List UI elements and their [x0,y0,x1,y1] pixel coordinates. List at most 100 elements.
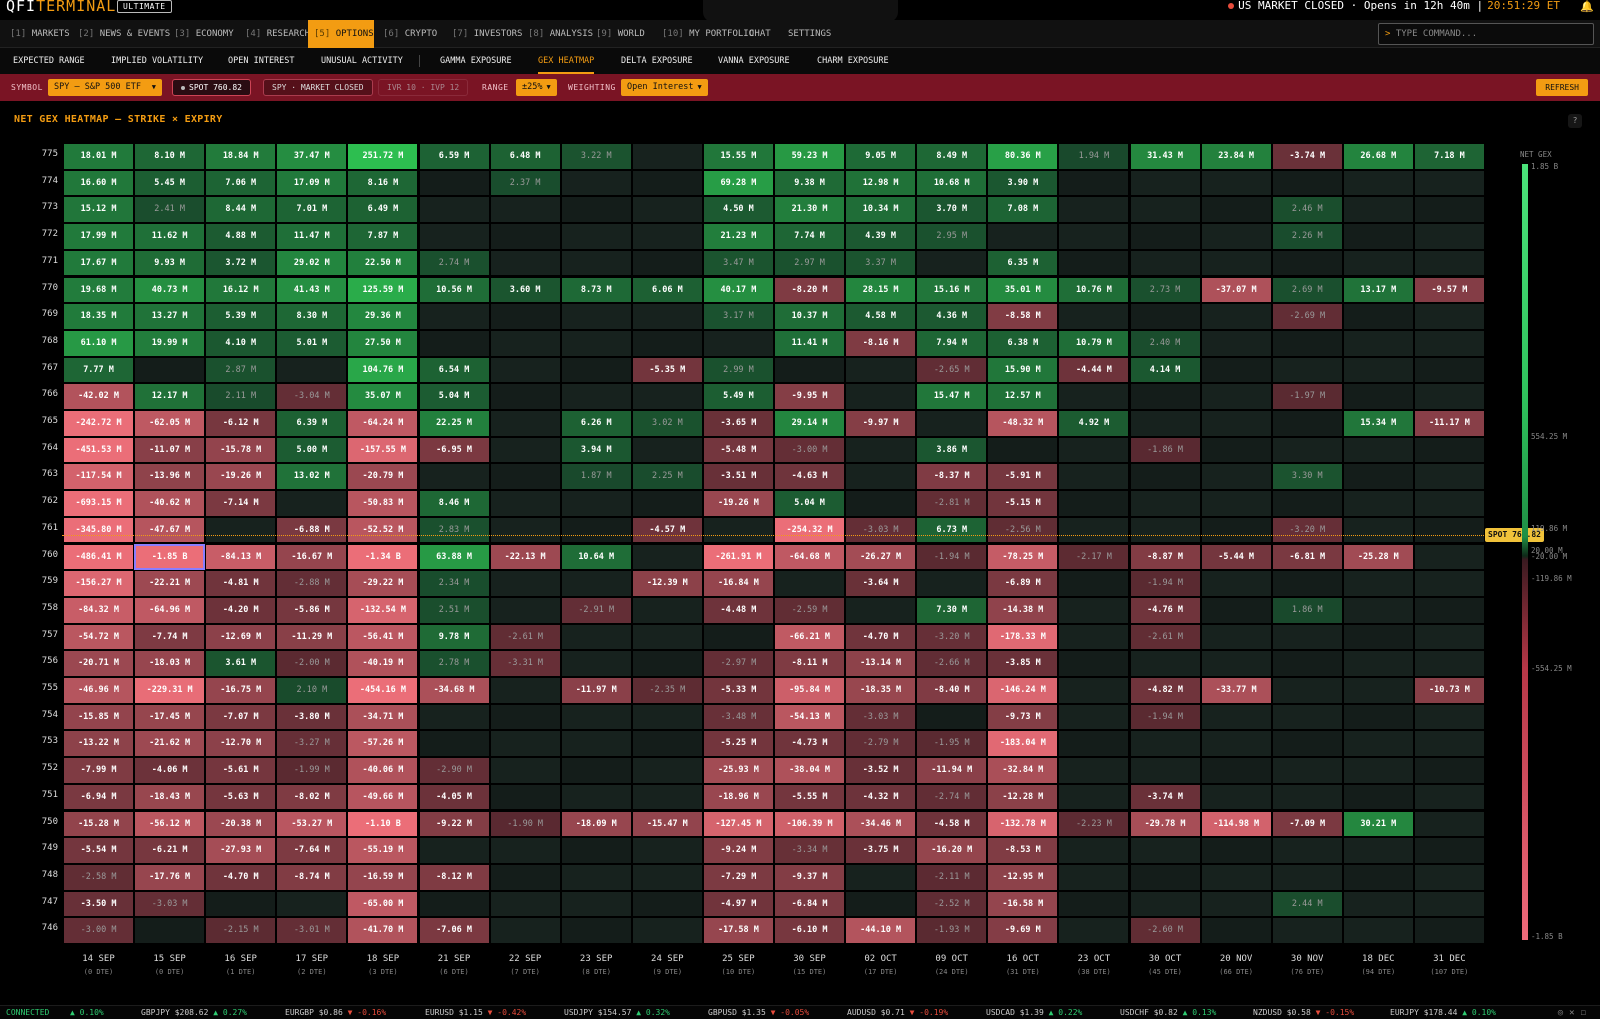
heatmap-cell[interactable] [418,463,490,491]
subtab-vanna-exposure[interactable]: VANNA EXPOSURE [718,56,790,66]
ticker[interactable]: EURUSD $1.15 ▼ -0.42% [425,1006,526,1019]
heatmap-cell[interactable]: -64.24 M [347,410,419,437]
heatmap-cell[interactable]: -16.84 M [702,570,774,597]
heatmap-cell[interactable]: 35.07 M [347,383,419,410]
heatmap-cell[interactable]: 2.26 M [1271,223,1343,250]
heatmap-cell[interactable]: 6.06 M [631,276,703,304]
heatmap-cell[interactable] [702,623,774,651]
heatmap-cell[interactable] [1200,516,1272,544]
heatmap-cell[interactable]: 1.87 M [560,463,632,491]
heatmap-cell[interactable] [987,436,1059,464]
heatmap-cell[interactable] [1342,436,1414,464]
heatmap-cell[interactable]: -9.22 M [418,810,490,838]
heatmap-cell[interactable] [845,436,917,464]
heatmap-cell[interactable]: -4.73 M [774,730,846,758]
heatmap-cell[interactable]: 3.61 M [205,650,277,677]
heatmap-cell[interactable]: 8.10 M [134,143,206,170]
heatmap-cell[interactable] [1271,863,1343,891]
heatmap-cell[interactable] [1271,730,1343,758]
heatmap-cell[interactable]: -4.48 M [702,596,774,624]
heatmap-cell[interactable]: -11.97 M [560,677,632,704]
heatmap-cell[interactable]: -64.96 M [134,596,206,624]
heatmap-cell[interactable] [489,383,561,410]
heatmap-cell[interactable]: -1.97 M [1271,383,1343,410]
heatmap-cell[interactable]: -15.78 M [205,436,277,464]
heatmap-cell[interactable] [1271,329,1343,357]
heatmap-cell[interactable]: -18.96 M [702,783,774,811]
heatmap-cell[interactable]: -37.07 M [1200,276,1272,304]
heatmap-cell[interactable]: -18.43 M [134,783,206,811]
heatmap-cell[interactable]: -3.04 M [276,383,348,410]
heatmap-cell[interactable] [1413,490,1485,517]
heatmap-cell[interactable] [560,570,632,597]
heatmap-cell[interactable]: 3.37 M [845,249,917,277]
heatmap-cell[interactable]: -12.28 M [987,783,1059,811]
heatmap-cell[interactable]: 125.59 M [347,276,419,304]
heatmap-cell[interactable]: -229.31 M [134,677,206,704]
heatmap-cell[interactable]: -32.84 M [987,757,1059,784]
heatmap-cell[interactable]: 3.30 M [1271,463,1343,491]
heatmap-cell[interactable]: 15.47 M [916,383,988,410]
heatmap-cell[interactable]: -84.32 M [63,596,135,624]
heatmap-cell[interactable] [1200,863,1272,891]
refresh-button[interactable]: REFRESH [1536,79,1588,96]
heatmap-cell[interactable]: 4.39 M [845,223,917,250]
heatmap-cell[interactable] [489,356,561,384]
heatmap-cell[interactable]: 2.11 M [205,383,277,410]
heatmap-cell[interactable] [489,703,561,731]
heatmap-cell[interactable] [1129,890,1201,918]
heatmap-cell[interactable] [489,757,561,784]
heatmap-cell[interactable] [1342,703,1414,731]
heatmap-cell[interactable] [1271,677,1343,704]
heatmap-cell[interactable]: -3.00 M [63,917,135,944]
heatmap-cell[interactable] [1129,490,1201,517]
heatmap-cell[interactable]: 12.17 M [134,383,206,410]
heatmap-cell[interactable]: 3.72 M [205,249,277,277]
heatmap-cell[interactable] [1200,490,1272,517]
heatmap-cell[interactable] [631,863,703,891]
heatmap-cell[interactable]: -33.77 M [1200,677,1272,704]
heatmap-cell[interactable] [1129,383,1201,410]
heatmap-cell[interactable]: 35.01 M [987,276,1059,304]
heatmap-cell[interactable]: -5.33 M [702,677,774,704]
heatmap-cell[interactable]: -2.23 M [1058,810,1130,838]
heatmap-cell[interactable] [1200,570,1272,597]
heatmap-cell[interactable]: 2.41 M [134,196,206,224]
heatmap-cell[interactable] [1271,703,1343,731]
heatmap-cell[interactable] [1200,383,1272,410]
heatmap-cell[interactable]: -5.25 M [702,730,774,758]
heatmap-cell[interactable]: -95.84 M [774,677,846,704]
heatmap-cell[interactable]: 23.84 M [1200,143,1272,170]
heatmap-cell[interactable]: -6.21 M [134,837,206,864]
heatmap-cell[interactable]: -5.35 M [631,356,703,384]
heatmap-cell[interactable]: 1.86 M [1271,596,1343,624]
heatmap-cell[interactable]: -19.26 M [702,490,774,517]
subtab-charm-exposure[interactable]: CHARM EXPOSURE [817,56,889,66]
heatmap-cell[interactable] [1129,196,1201,224]
heatmap-cell[interactable]: 18.01 M [63,143,135,170]
heatmap-cell[interactable] [560,863,632,891]
heatmap-cell[interactable]: -18.03 M [134,650,206,677]
heatmap-cell[interactable]: -4.81 M [205,570,277,597]
heatmap-cell[interactable]: 6.59 M [418,143,490,170]
heatmap-cell[interactable] [1200,223,1272,250]
heatmap-cell[interactable]: -2.15 M [205,917,277,944]
heatmap-cell[interactable]: -2.61 M [1129,623,1201,651]
heatmap-cell[interactable]: -84.13 M [205,543,277,571]
heatmap-cell[interactable] [560,356,632,384]
heatmap-cell[interactable] [1129,169,1201,197]
heatmap-cell[interactable] [1342,570,1414,597]
heatmap-cell[interactable]: 69.28 M [702,169,774,197]
heatmap-cell[interactable] [560,783,632,811]
heatmap-cell[interactable] [1342,917,1414,944]
heatmap-cell[interactable]: 8.73 M [560,276,632,304]
heatmap-cell[interactable]: 2.10 M [276,677,348,704]
heatmap-cell[interactable]: 6.73 M [916,516,988,544]
heatmap-cell[interactable]: -3.00 M [774,436,846,464]
heatmap-cell[interactable] [560,249,632,277]
heatmap-cell[interactable] [1200,249,1272,277]
heatmap-cell[interactable] [1058,890,1130,918]
heatmap-cell[interactable]: -22.13 M [489,543,561,571]
heatmap-cell[interactable] [418,223,490,250]
heatmap-cell[interactable] [1129,516,1201,544]
